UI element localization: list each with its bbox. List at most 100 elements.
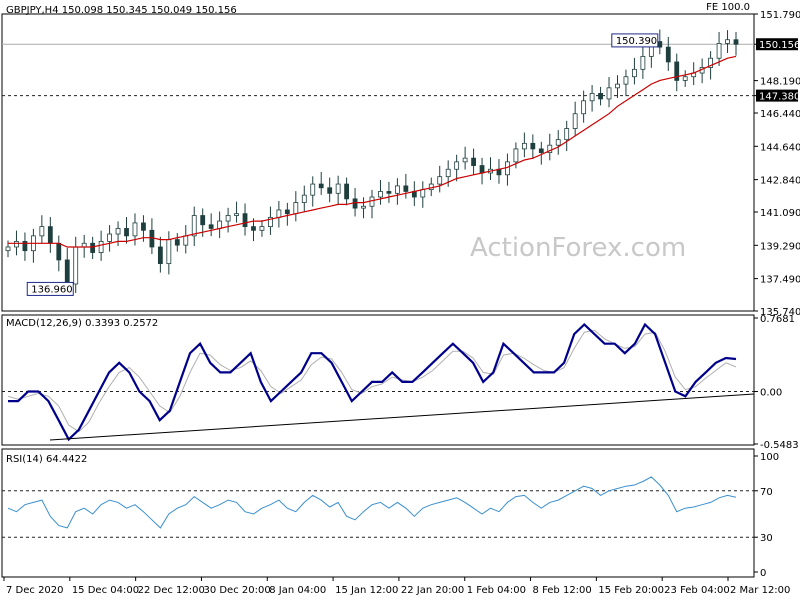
price-tag-label: 147.380: [759, 92, 800, 103]
candle-body: [251, 226, 256, 231]
candle-body: [572, 113, 578, 129]
candle-body: [530, 142, 536, 150]
candle-body: [378, 191, 383, 198]
price-tick-label: 146.440: [760, 109, 800, 120]
candle-body: [547, 144, 553, 154]
candle-body: [183, 235, 189, 246]
price-tag-label: 150.156: [759, 40, 800, 51]
candle-body: [141, 222, 146, 231]
candle-body: [632, 68, 637, 78]
candle-body: [403, 185, 409, 192]
candle-body: [623, 76, 629, 85]
x-tick-label: 15 Jan 12:00: [335, 585, 398, 596]
candle-body: [149, 229, 155, 248]
rsi-title: RSI(14) 64.4422: [6, 454, 87, 465]
candle-body: [39, 226, 45, 237]
rsi-tick-label: 100: [760, 452, 779, 463]
rsi-line: [7, 476, 737, 529]
candle-body: [445, 168, 451, 178]
candle-body: [90, 242, 96, 253]
candle-body: [56, 242, 62, 261]
macd-tick-label: 0.7681: [760, 314, 795, 325]
x-tick-label: 1 Feb 04:00: [467, 585, 526, 596]
candle-body: [64, 259, 70, 285]
candle-body: [615, 83, 620, 89]
price-tick-label: 142.840: [760, 176, 800, 187]
x-tick-label: 30 Dec 20:00: [203, 585, 270, 596]
annotation-box: [611, 33, 659, 48]
candles-group: [5, 29, 739, 293]
price-tag-bg: [756, 38, 798, 51]
candle-body: [598, 92, 603, 100]
price-axis: 151.790 150.156 148.190 147.380 146.440 144.6…: [754, 10, 800, 318]
candle-body: [14, 241, 19, 248]
candle-body: [225, 215, 231, 222]
candle-body: [589, 92, 595, 102]
moving-average-line: [8, 55, 737, 248]
price-header: GBPJPY,H4 150.098 150.345 150.049 150.15…: [6, 5, 237, 16]
macd-axis: 0.7681 0.00 -0.5483: [2, 314, 799, 451]
annotation-label: 150.390: [616, 36, 657, 47]
macd-trendline: [49, 393, 755, 441]
candle-body: [157, 246, 163, 265]
candle-body: [428, 183, 434, 191]
candle-body: [73, 246, 79, 285]
candle-body: [132, 222, 138, 237]
candle-body: [318, 183, 324, 189]
fe-label: FE 100.0: [706, 2, 750, 13]
candle-body: [208, 224, 214, 229]
macd-lines: [7, 322, 737, 442]
candle-body: [115, 228, 121, 235]
moving-average-group: [8, 55, 737, 248]
candle-body: [538, 148, 544, 153]
candle-body: [555, 139, 561, 146]
x-tick-label: 8 Feb 12:00: [533, 585, 592, 596]
rsi-tick-label: 30: [760, 533, 773, 544]
candle-body: [98, 241, 104, 253]
candle-body: [521, 142, 527, 150]
candle-body: [420, 189, 426, 198]
candle-body: [259, 226, 265, 231]
candle-body: [344, 183, 350, 200]
candle-body: [437, 176, 443, 185]
candle-body: [22, 241, 28, 252]
candle-body: [665, 46, 671, 63]
x-tick-label: 23 Feb 04:00: [664, 585, 730, 596]
candle-body: [5, 246, 11, 252]
rsi-panel-frame: [1, 448, 755, 578]
candle-body: [505, 161, 510, 176]
candle-body: [564, 128, 570, 141]
x-tick-label: 22 Dec 12:00: [138, 585, 205, 596]
candle-body: [716, 43, 722, 59]
macd-title: MACD(12,26,9) 0.3393 0.2572: [6, 318, 158, 329]
candle-body: [725, 39, 730, 44]
x-tick-label: 22 Jan 20:00: [401, 585, 464, 596]
candle-body: [200, 215, 206, 226]
price-tick-label: 139.290: [760, 241, 800, 252]
candle-body: [386, 191, 392, 194]
x-tick-label: 8 Jan 04:00: [269, 585, 326, 596]
candle-body: [733, 39, 739, 45]
x-tick-label: 2 Mar 12:00: [730, 585, 790, 596]
candle-body: [708, 57, 714, 68]
candle-body: [335, 183, 341, 194]
candle-body: [462, 157, 468, 163]
candle-body: [47, 226, 53, 244]
candle-body: [166, 239, 172, 265]
candle-body: [674, 61, 680, 81]
candle-body: [301, 194, 307, 203]
macd-tick-label: 0.00: [760, 388, 782, 399]
candle-body: [369, 196, 375, 207]
candle-body: [581, 100, 587, 115]
candle-body: [394, 185, 400, 194]
candle-body: [310, 183, 316, 196]
candle-body: [454, 161, 460, 170]
candle-body: [174, 239, 180, 246]
annotation-label: 136.960: [31, 284, 72, 295]
rsi-axis: 100 70 30 0: [2, 452, 779, 579]
macd-main-line: [8, 322, 737, 442]
macd-tick-label: -0.5483: [760, 440, 799, 451]
candle-body: [191, 215, 197, 237]
x-tick-label: 15 Dec 04:00: [72, 585, 139, 596]
